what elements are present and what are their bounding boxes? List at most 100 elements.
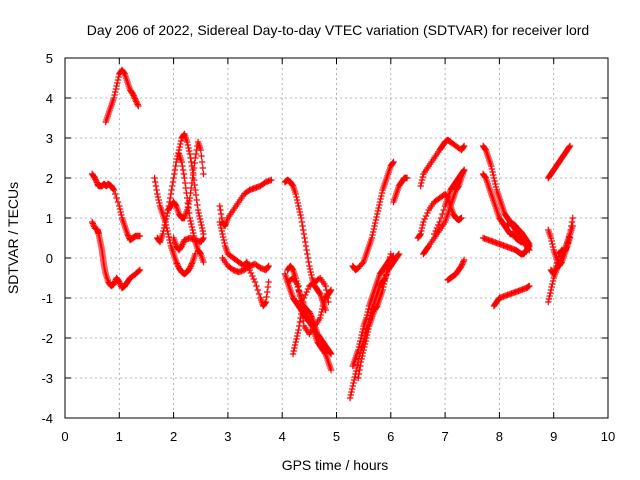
data-point: [302, 291, 309, 299]
data-point: [361, 340, 369, 348]
data-point: [316, 289, 323, 297]
data-point: [131, 95, 139, 102]
series-arc30: [504, 218, 533, 248]
data-point: [167, 190, 175, 198]
data-point: [357, 337, 364, 345]
data-point: [188, 220, 195, 228]
data-point: [197, 218, 204, 226]
series-arc25: [431, 166, 468, 238]
data-point: [217, 210, 225, 218]
data-point: [362, 337, 369, 345]
data-point: [289, 265, 296, 273]
data-point: [435, 221, 442, 229]
data-point: [194, 206, 202, 214]
data-point: [302, 238, 309, 246]
data-point: [186, 150, 194, 158]
data-point: [561, 248, 568, 256]
data-point: [300, 230, 308, 238]
data-point: [323, 286, 330, 294]
data-point: [118, 211, 125, 219]
data-point: [488, 165, 496, 173]
y-tick-label: 2: [46, 171, 53, 186]
data-point: [114, 198, 122, 206]
y-tick-label: -2: [41, 331, 53, 346]
data-point: [567, 226, 574, 234]
data-point: [358, 331, 365, 339]
x-tick-label: 3: [224, 429, 231, 444]
data-point: [153, 186, 160, 194]
data-point: [549, 240, 556, 248]
data-point: [178, 242, 185, 250]
series-arc31: [490, 282, 533, 310]
data-point: [199, 164, 206, 172]
data-point: [359, 328, 366, 336]
data-point: [199, 227, 206, 235]
data-point: [304, 250, 311, 258]
data-point: [291, 341, 299, 349]
data-point: [255, 290, 263, 298]
data-point: [183, 194, 191, 202]
data-point: [298, 310, 305, 318]
data-point: [490, 174, 498, 182]
data-point: [263, 293, 270, 301]
data-point: [382, 274, 389, 282]
series-arc10: [216, 218, 272, 310]
data-point: [322, 282, 329, 290]
data-point: [547, 234, 555, 242]
data-point: [191, 159, 198, 167]
data-point: [163, 212, 171, 220]
data-point: [133, 98, 140, 105]
data-point: [161, 221, 168, 229]
data-point: [389, 159, 397, 167]
data-point: [306, 310, 314, 317]
data-point: [549, 277, 557, 285]
data-point: [177, 137, 185, 145]
x-tick-label: 9: [550, 429, 557, 444]
data-point: [219, 230, 226, 238]
data-point: [403, 174, 411, 182]
data-point: [481, 173, 489, 181]
data-point: [317, 311, 325, 319]
data-point: [547, 289, 554, 297]
data-point: [371, 222, 378, 230]
data-point: [348, 385, 356, 393]
data-point: [419, 221, 426, 229]
data-point: [116, 205, 124, 213]
data-point: [120, 69, 128, 77]
y-tick-label: 3: [46, 131, 53, 146]
data-point: [131, 93, 138, 101]
data-point: [566, 142, 574, 150]
data-point: [460, 166, 468, 174]
data-point: [188, 184, 195, 192]
data-point: [327, 349, 334, 357]
data-point: [395, 251, 402, 259]
series-arc08: [170, 234, 207, 254]
data-point: [151, 174, 158, 182]
data-point: [188, 158, 195, 166]
data-point: [221, 239, 228, 247]
data-point: [173, 158, 180, 166]
series-arc35: [547, 234, 574, 278]
data-point: [129, 90, 137, 98]
data-point: [432, 227, 439, 235]
data-point: [187, 263, 194, 270]
data-point: [112, 88, 119, 96]
data-point: [363, 314, 370, 322]
x-tick-label: 1: [116, 429, 123, 444]
data-point: [324, 294, 331, 302]
series-arc19: [355, 250, 394, 382]
data-points: [88, 66, 576, 402]
x-tick-label: 6: [387, 429, 394, 444]
data-point: [113, 82, 120, 90]
data-point: [190, 164, 198, 172]
data-point: [322, 306, 329, 314]
data-point: [303, 288, 310, 296]
data-point: [307, 268, 314, 276]
data-point: [164, 209, 171, 217]
data-point: [113, 194, 120, 202]
series-arc32: [545, 142, 574, 182]
data-point: [172, 162, 179, 170]
data-point: [183, 138, 191, 146]
series-arc09: [216, 176, 275, 230]
data-point: [562, 245, 570, 253]
